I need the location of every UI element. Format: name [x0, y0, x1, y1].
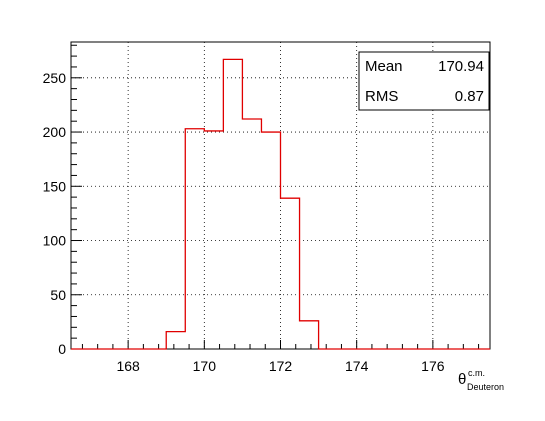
plot-frame [70, 41, 491, 350]
x-axis-title-superscript: c.m. [468, 368, 485, 378]
y-tick-label: 150 [43, 178, 67, 194]
stats-box: Mean 170.94 RMS 0.87 [358, 51, 490, 111]
stats-box-frame [358, 51, 490, 111]
x-tick-label: 168 [116, 358, 140, 374]
tick-layer [71, 44, 480, 350]
stats-rms-value: 0.87 [455, 88, 484, 105]
x-axis-title: θ c.m. Deuteron [458, 368, 504, 392]
x-axis-title-symbol: θ [458, 371, 466, 388]
x-tick-label: 176 [421, 358, 445, 374]
stats-mean-value: 170.94 [438, 58, 484, 75]
histogram-series-line [71, 58, 490, 350]
stats-rms-label: RMS [365, 88, 398, 105]
y-tick-label: 50 [50, 287, 66, 303]
x-axis-title-subscript: Deuteron [467, 382, 504, 392]
y-tick-label: 100 [43, 233, 67, 249]
y-tick-label: 0 [58, 341, 66, 357]
y-tick-label: 200 [43, 124, 67, 140]
x-tick-label: 172 [269, 358, 293, 374]
tick-label-layer: 168 170 172 174 176 0 50 100 150 200 250 [43, 70, 445, 374]
x-tick-label: 174 [345, 358, 369, 374]
stats-mean-label: Mean [365, 58, 403, 75]
y-tick-label: 250 [43, 70, 67, 86]
x-tick-label: 170 [193, 358, 217, 374]
